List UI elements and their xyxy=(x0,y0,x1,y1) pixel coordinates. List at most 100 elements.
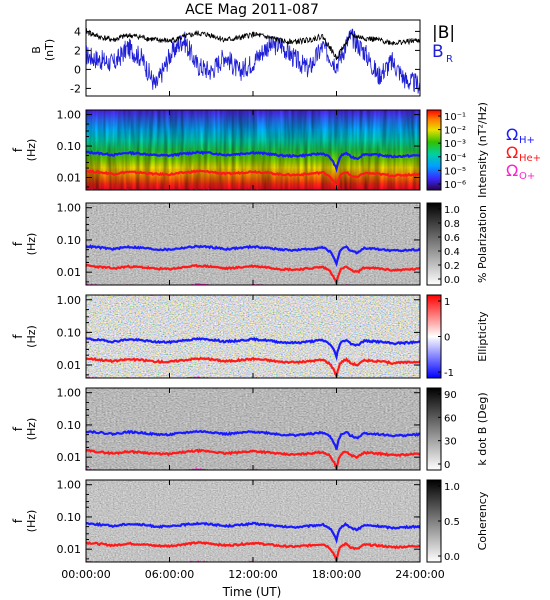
polarization-image xyxy=(86,203,420,285)
y-axis-label: (Hz) xyxy=(25,139,38,162)
x-tick-label: 24:00:00 xyxy=(395,568,444,581)
field-panel: 420-2B (nT)|B|B R xyxy=(30,19,455,97)
colorbar-label: Coherency xyxy=(476,491,489,550)
colorbar-tick-label: 30 xyxy=(444,437,457,448)
colorbar-tick-label: 10⁻⁴ xyxy=(444,153,466,164)
y-axis-label: (nT) xyxy=(43,39,56,61)
x-tick-label: 12:00:00 xyxy=(228,568,277,581)
x-axis-label: Time (UT) xyxy=(222,585,282,599)
omega-h-curve xyxy=(86,150,420,173)
omega-h-curve xyxy=(86,521,420,545)
colorbar-tick-label: 0.8 xyxy=(444,219,460,230)
ellipticity-image xyxy=(86,295,420,378)
y-tick-label: 1.00 xyxy=(57,479,82,492)
colorbar-tick-label: 10⁻⁶ xyxy=(444,180,466,191)
y-tick-label: 0.01 xyxy=(57,171,82,184)
y-tick-label: 0.10 xyxy=(57,234,82,247)
legend-b-r: B xyxy=(432,42,444,62)
y-axis-label: (Hz) xyxy=(25,418,38,441)
omega-he-curve xyxy=(86,448,420,470)
colorbar-tick-label: 0.4 xyxy=(444,247,460,258)
colorbar-tick-label: -1 xyxy=(444,368,454,379)
y-tick-label: 1.00 xyxy=(57,109,82,122)
colorbar-tick-label: 10⁻² xyxy=(444,126,466,137)
y-axis-label: (Hz) xyxy=(25,510,38,533)
kdotb-panel: 1.00 0.10 0.01 f (Hz) 90 60 30 0 k dot B (Deg) xyxy=(11,387,489,471)
coherency-panel: 1.00 0.10 0.01 f (Hz) 1.0 0.5 0.0 Coherency xyxy=(11,479,489,563)
spectrogram-texture xyxy=(86,295,420,378)
spectrogram-texture xyxy=(86,480,420,562)
polarization-panel: 1.00 0.10 0.01 f (Hz) 1.0 0.8 0.6 0.4 0.2 0.0 % Pol… xyxy=(11,202,489,286)
y-tick-label: 0.01 xyxy=(57,359,82,372)
colorbar-tick-label: 1.0 xyxy=(444,205,460,216)
y-tick-label: 4 xyxy=(74,25,81,38)
y-tick-label: -2 xyxy=(70,82,81,95)
colorbar-tick-label: 0.0 xyxy=(444,552,460,563)
y-axis-label: (Hz) xyxy=(25,233,38,256)
curve-label-sub: H+ xyxy=(519,135,535,146)
y-axis-label: f xyxy=(11,147,25,152)
y-tick-label: 1.00 xyxy=(57,294,82,307)
omega-h-curve xyxy=(86,336,420,362)
omega-h-curve xyxy=(86,244,420,268)
colorbar-tick-label: 90 xyxy=(444,390,457,401)
curve-label-omega: Ω xyxy=(506,125,518,144)
colorbar-tick-label: 0.6 xyxy=(444,233,460,244)
y-axis-label: f xyxy=(11,518,25,523)
colorbar-label: % Polarization xyxy=(476,205,489,283)
y-tick-label: 1.00 xyxy=(57,387,82,400)
colorbar-tick-label: 10⁻¹ xyxy=(444,112,466,123)
omega-he-curve xyxy=(86,356,420,378)
colorbar-label: Ellipticity xyxy=(476,311,489,362)
colorbar-label: Intensity (nT²/Hz) xyxy=(476,102,489,198)
y-tick-label: 0.01 xyxy=(57,543,82,556)
coherency-image xyxy=(86,480,420,562)
omega-h-curve xyxy=(86,429,420,450)
colorbar-label: k dot B (Deg) xyxy=(476,392,489,465)
kdotb-image xyxy=(86,388,420,470)
ellipticity-panel: 1.00 0.10 0.01 f (Hz) 1 0 -1 Ellipticity xyxy=(11,294,489,379)
y-axis-label: (Hz) xyxy=(25,325,38,348)
intensity-image xyxy=(86,110,420,190)
y-tick-label: 0.10 xyxy=(57,511,82,524)
y-axis-label: B xyxy=(30,46,43,54)
curve-label-omega: Ω xyxy=(506,161,518,180)
colorbar-tick-label: 1 xyxy=(444,297,450,308)
colorbar-tick-label: 10⁻³ xyxy=(444,139,466,150)
curve-label-omega: Ω xyxy=(506,143,518,162)
colorbar-tick-label: 1.0 xyxy=(444,482,460,493)
y-axis-label: f xyxy=(11,426,25,431)
curve-label-sub: O+ xyxy=(519,171,535,182)
y-tick-label: 1.00 xyxy=(57,202,82,215)
y-tick-label: 0.10 xyxy=(57,419,82,432)
kdotb-colorbar xyxy=(426,387,442,471)
intensity-panel: 1.00 0.10 0.01 f (Hz) 10⁻¹ 10⁻² 10⁻³ 10⁻⁴ 10⁻⁵ 10⁻… xyxy=(11,102,541,198)
x-axis: 00:00:00 06:00:00 12:00:00 18:00:00 24:00:00 xyxy=(61,568,444,581)
legend-b-r-sub: R xyxy=(446,54,453,65)
omega-he-curve xyxy=(86,169,420,190)
omega-he-curve xyxy=(86,540,420,562)
colorbar-tick-label: 0 xyxy=(444,333,450,344)
series-line-b-r xyxy=(85,28,421,94)
y-axis-label: f xyxy=(11,334,25,339)
colorbar-tick-label: 0.0 xyxy=(444,275,460,286)
legend-b-total: |B| xyxy=(432,23,455,43)
x-tick-label: 00:00:00 xyxy=(61,568,110,581)
y-tick-label: 2 xyxy=(74,44,81,57)
y-tick-label: 0 xyxy=(74,63,81,76)
x-tick-label: 06:00:00 xyxy=(145,568,194,581)
x-tick-label: 18:00:00 xyxy=(312,568,361,581)
figure-title: ACE Mag 2011-087 xyxy=(185,2,319,18)
colorbar-tick-label: 0.2 xyxy=(444,261,460,272)
colorbar-tick-label: 0.5 xyxy=(444,517,460,528)
intensity-colorbar xyxy=(426,109,442,191)
y-tick-label: 0.01 xyxy=(57,451,82,464)
colorbar-tick-label: 10⁻⁵ xyxy=(444,166,466,177)
curve-label-sub: He+ xyxy=(519,153,541,164)
series-line-b-total xyxy=(85,27,421,61)
spectrogram-texture xyxy=(86,110,420,190)
y-tick-label: 0.10 xyxy=(57,140,82,153)
colorbar-tick-label: 60 xyxy=(444,413,457,424)
polarization-colorbar xyxy=(426,202,442,286)
